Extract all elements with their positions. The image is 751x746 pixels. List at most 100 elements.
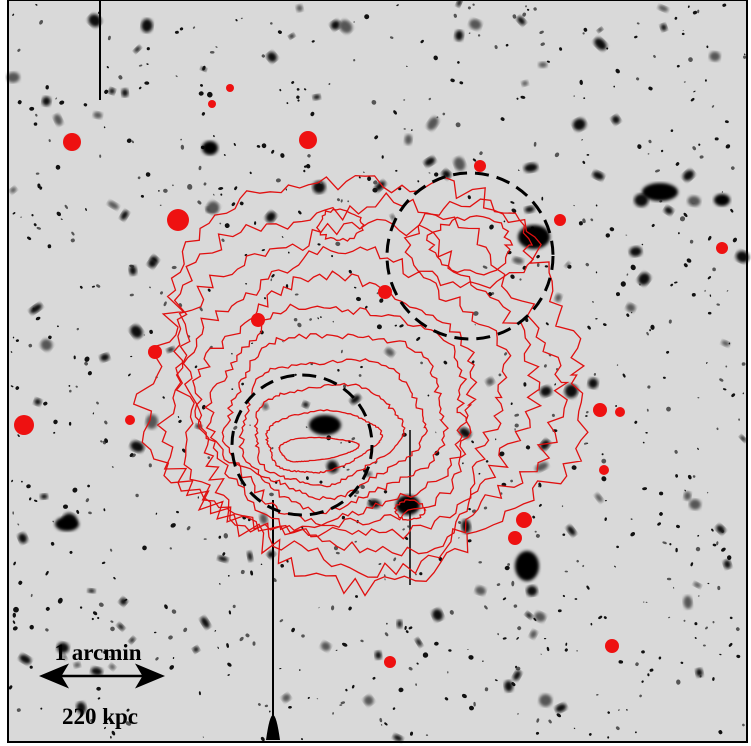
galaxy — [217, 646, 219, 649]
galaxy — [691, 292, 696, 297]
galaxy — [712, 677, 715, 681]
galaxy — [641, 680, 644, 683]
galaxy — [722, 388, 727, 391]
galaxy — [126, 138, 132, 143]
galaxy — [18, 580, 23, 585]
galaxy — [404, 134, 413, 145]
galaxy — [646, 408, 649, 412]
galaxy — [629, 246, 642, 257]
galaxy — [43, 401, 48, 406]
galaxy — [83, 103, 88, 107]
galaxy — [716, 524, 726, 534]
galaxies — [6, 0, 750, 742]
galaxy — [622, 373, 626, 378]
point-source — [593, 403, 607, 417]
galaxy — [215, 46, 218, 48]
galaxy — [365, 305, 368, 309]
galaxy — [455, 122, 461, 128]
galaxy — [606, 47, 609, 50]
galaxy — [719, 653, 722, 656]
galaxy — [573, 95, 575, 97]
galaxy — [533, 617, 537, 622]
galaxy — [37, 183, 41, 189]
galaxy — [433, 55, 438, 61]
galaxy — [348, 606, 352, 611]
galaxy — [239, 636, 244, 642]
image-background — [8, 0, 747, 742]
galaxy — [564, 384, 578, 398]
galaxy — [626, 709, 628, 711]
galaxy — [742, 392, 744, 395]
galaxy — [706, 45, 709, 49]
contour — [278, 436, 360, 463]
galaxy — [706, 491, 709, 494]
galaxy — [145, 172, 151, 177]
galaxy — [170, 523, 176, 528]
galaxy — [716, 541, 719, 546]
galaxy — [312, 94, 321, 100]
galaxy — [53, 419, 58, 425]
galaxy — [298, 210, 302, 215]
galaxy — [516, 97, 519, 100]
contour — [156, 192, 570, 578]
galaxy — [330, 605, 335, 611]
galaxy — [554, 293, 562, 302]
galaxy — [339, 20, 353, 34]
galaxy — [510, 274, 515, 279]
galaxy — [683, 81, 686, 83]
galaxy — [670, 129, 674, 133]
galaxy — [247, 551, 253, 562]
galaxy — [525, 5, 527, 8]
galaxy — [453, 13, 457, 18]
galaxy — [651, 224, 655, 227]
galaxy — [517, 713, 519, 715]
contour — [393, 499, 427, 521]
galaxy — [616, 545, 619, 549]
galaxy — [218, 535, 222, 539]
galaxy — [129, 637, 135, 644]
galaxy — [404, 536, 409, 540]
galaxy — [106, 66, 109, 69]
point-source — [14, 415, 34, 435]
galaxy — [639, 694, 642, 698]
galaxy — [540, 439, 550, 451]
galaxy — [683, 619, 686, 622]
galaxy — [595, 318, 598, 320]
galaxy — [233, 425, 238, 430]
galaxy — [519, 278, 522, 281]
galaxy — [55, 97, 58, 100]
galaxy — [328, 83, 331, 85]
galaxy — [251, 342, 254, 344]
galaxy — [141, 18, 153, 33]
galaxy — [630, 531, 636, 537]
galaxy — [587, 325, 591, 330]
galaxy — [245, 633, 250, 638]
galaxy — [634, 35, 638, 39]
galaxy — [311, 40, 315, 43]
galaxy — [260, 563, 263, 566]
galaxy — [123, 598, 128, 602]
galaxy — [393, 110, 398, 115]
galaxy — [485, 377, 495, 386]
galaxy — [84, 356, 90, 362]
galaxy — [613, 85, 616, 88]
galaxy — [100, 353, 110, 362]
galaxy — [198, 691, 201, 696]
galaxy — [660, 149, 664, 153]
galaxy — [45, 606, 50, 611]
galaxy — [174, 30, 179, 34]
contour — [192, 270, 478, 532]
galaxy — [586, 585, 590, 590]
galaxy — [607, 711, 610, 714]
galaxy — [482, 265, 488, 269]
galaxy — [618, 709, 620, 712]
galaxy — [462, 462, 464, 465]
galaxy — [39, 19, 44, 25]
galaxy — [484, 687, 489, 692]
galaxy — [305, 426, 308, 429]
galaxy — [340, 441, 342, 444]
galaxy — [539, 694, 552, 707]
galaxy — [172, 184, 174, 187]
galaxy — [478, 561, 482, 564]
